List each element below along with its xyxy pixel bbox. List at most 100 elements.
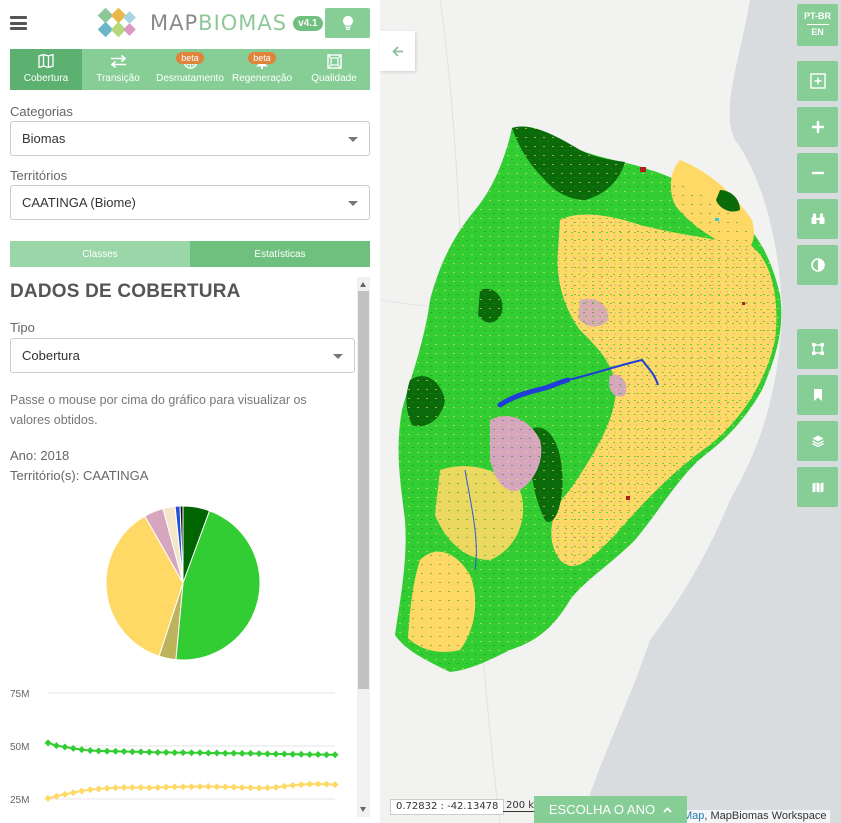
menu-icon[interactable] <box>10 16 27 30</box>
data-point[interactable] <box>289 750 297 758</box>
data-point[interactable] <box>78 746 86 754</box>
data-point[interactable] <box>204 782 212 790</box>
tab-classes[interactable]: Classes <box>10 241 190 267</box>
scrollbar-thumb[interactable] <box>358 291 369 689</box>
data-point[interactable] <box>297 750 305 758</box>
data-point[interactable] <box>162 783 170 791</box>
data-point[interactable] <box>255 784 263 792</box>
data-point[interactable] <box>95 747 103 755</box>
lang-pt[interactable]: PT-BR <box>804 11 831 21</box>
data-point[interactable] <box>171 749 179 757</box>
street-view-button[interactable] <box>797 199 838 239</box>
data-point[interactable] <box>86 786 94 794</box>
data-point[interactable] <box>280 782 288 790</box>
data-point[interactable] <box>323 751 331 759</box>
data-point[interactable] <box>289 781 297 789</box>
tab-qualidade[interactable]: Qualidade <box>298 49 370 90</box>
data-point[interactable] <box>272 750 280 758</box>
choose-year-button[interactable]: ESCOLHA O ANO <box>534 796 687 823</box>
data-point[interactable] <box>69 789 77 797</box>
tab-desmatamento[interactable]: beta Desmatamento <box>154 49 226 90</box>
data-point[interactable] <box>221 749 229 757</box>
data-point[interactable] <box>306 750 314 758</box>
data-point[interactable] <box>297 781 305 789</box>
data-point[interactable] <box>263 784 271 792</box>
data-point[interactable] <box>204 749 212 757</box>
draw-area-button[interactable] <box>797 329 838 369</box>
tab-regeneracao[interactable]: beta Regeneração <box>226 49 298 90</box>
data-point[interactable] <box>263 750 271 758</box>
panel-scrollbar[interactable] <box>357 277 370 817</box>
data-point[interactable] <box>179 749 187 757</box>
data-point[interactable] <box>69 744 77 752</box>
data-point[interactable] <box>52 792 60 800</box>
map-canvas[interactable] <box>380 0 841 823</box>
data-point[interactable] <box>331 781 339 789</box>
data-point[interactable] <box>103 784 111 792</box>
categories-select[interactable]: Biomas <box>10 121 370 156</box>
type-select[interactable]: Cobertura <box>10 338 355 373</box>
data-point[interactable] <box>196 782 204 790</box>
data-point[interactable] <box>221 783 229 791</box>
data-point[interactable] <box>61 790 69 798</box>
data-point[interactable] <box>306 780 314 788</box>
data-point[interactable] <box>255 750 263 758</box>
pie-chart[interactable] <box>104 504 262 662</box>
data-point[interactable] <box>154 784 162 792</box>
pie-slice-3[interactable] <box>105 515 184 657</box>
tab-cobertura[interactable]: Cobertura <box>10 49 82 90</box>
zoom-in-button[interactable] <box>797 107 838 147</box>
data-point[interactable] <box>238 784 246 792</box>
data-point[interactable] <box>272 783 280 791</box>
data-point[interactable] <box>120 748 128 756</box>
data-point[interactable] <box>120 784 128 792</box>
data-point[interactable] <box>44 739 52 747</box>
data-point[interactable] <box>188 783 195 791</box>
data-point[interactable] <box>61 743 69 751</box>
data-point[interactable] <box>196 749 204 757</box>
data-point[interactable] <box>145 784 153 792</box>
lang-en[interactable]: EN <box>811 27 824 37</box>
data-point[interactable] <box>128 784 136 792</box>
line-chart[interactable]: 75M 50M 25M <box>10 683 356 817</box>
data-point[interactable] <box>213 783 221 791</box>
data-point[interactable] <box>247 784 255 792</box>
data-point[interactable] <box>179 783 187 791</box>
data-point[interactable] <box>52 742 60 750</box>
zoom-out-button[interactable] <box>797 153 838 193</box>
scroll-up-icon[interactable] <box>360 282 366 287</box>
data-point[interactable] <box>112 784 120 792</box>
data-point[interactable] <box>171 783 179 791</box>
contrast-button[interactable] <box>797 245 838 285</box>
data-point[interactable] <box>137 784 145 792</box>
data-point[interactable] <box>128 748 136 756</box>
pie-slice-1[interactable] <box>175 510 261 661</box>
basemap-button[interactable] <box>797 467 838 507</box>
fullscreen-button[interactable] <box>797 61 838 101</box>
data-point[interactable] <box>280 750 288 758</box>
data-point[interactable] <box>154 748 162 756</box>
data-point[interactable] <box>213 749 221 757</box>
data-point[interactable] <box>137 748 145 756</box>
collapse-sidebar-button[interactable] <box>380 31 415 71</box>
pie-slice-7[interactable] <box>179 505 184 584</box>
data-point[interactable] <box>230 783 238 791</box>
territories-select[interactable]: CAATINGA (Biome) <box>10 185 370 220</box>
tab-estatisticas[interactable]: Estatísticas <box>190 241 370 267</box>
data-point[interactable] <box>103 747 111 755</box>
data-point[interactable] <box>323 780 331 788</box>
data-point[interactable] <box>145 748 153 756</box>
layers-button[interactable] <box>797 421 838 461</box>
data-point[interactable] <box>238 749 246 757</box>
data-point[interactable] <box>162 748 170 756</box>
data-point[interactable] <box>331 751 339 759</box>
data-point[interactable] <box>230 749 238 757</box>
data-point[interactable] <box>78 787 86 795</box>
tab-transicao[interactable]: Transição <box>82 49 154 90</box>
data-point[interactable] <box>95 785 103 793</box>
data-point[interactable] <box>86 746 94 754</box>
data-point[interactable] <box>44 794 52 802</box>
data-point[interactable] <box>188 749 195 757</box>
scroll-down-icon[interactable] <box>360 807 366 812</box>
bookmark-button[interactable] <box>797 375 838 415</box>
